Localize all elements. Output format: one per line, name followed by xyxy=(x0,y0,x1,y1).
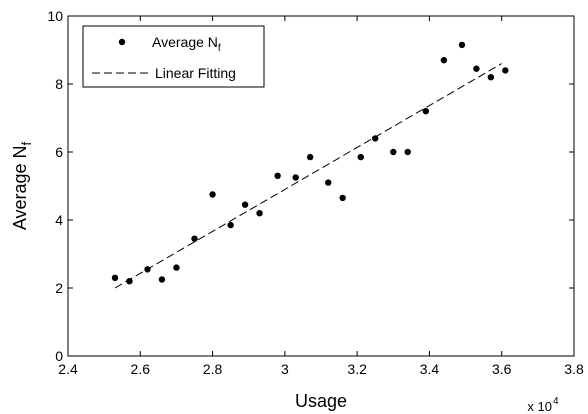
data-point xyxy=(158,276,166,283)
x-tick-label: 3.4 xyxy=(420,361,440,377)
x-tick-label: 3.8 xyxy=(564,361,584,377)
x-tick-label: 2.8 xyxy=(203,361,223,377)
points-layer xyxy=(111,41,509,285)
legend-marker-dot xyxy=(118,38,126,46)
y-tick-label: 0 xyxy=(55,348,63,364)
data-point xyxy=(357,153,364,161)
data-point xyxy=(487,74,495,81)
x-multiplier: x 10 xyxy=(527,399,552,414)
y-tick-label: 10 xyxy=(47,8,63,24)
data-point xyxy=(339,194,346,202)
data-point xyxy=(440,57,448,64)
data-point xyxy=(422,108,430,115)
y-axis-title: Average Nf xyxy=(10,141,34,230)
data-point xyxy=(209,191,216,198)
y-axis-title-main: Average N xyxy=(10,145,30,230)
data-point xyxy=(502,67,509,74)
legend-box xyxy=(82,25,265,88)
y-axis-title-group: Average Nf xyxy=(10,141,34,230)
data-point xyxy=(274,172,281,179)
data-point xyxy=(404,148,411,156)
y-tick-label: 4 xyxy=(55,212,63,228)
y-axis-title-subscript: f xyxy=(19,141,34,145)
legend-scatter-label: Average Nf xyxy=(152,34,221,54)
data-point xyxy=(292,174,299,181)
data-point xyxy=(173,264,180,271)
x-tick-label: 3.2 xyxy=(347,361,367,377)
x-tick-label: 3 xyxy=(281,361,289,377)
x-multiplier-exponent: 4 xyxy=(553,396,559,407)
data-point xyxy=(227,221,234,229)
data-point xyxy=(191,235,198,242)
legend-scatter-label-subscript: f xyxy=(218,43,221,54)
x-axis-title: Usage xyxy=(295,391,347,411)
y-tick-label: 6 xyxy=(55,144,63,160)
x-tick-label: 2.6 xyxy=(131,361,151,377)
data-point xyxy=(144,266,151,273)
x-tick-label: 2.4 xyxy=(58,361,78,377)
legend-scatter-label-main: Average N xyxy=(152,34,218,50)
data-point xyxy=(390,148,397,156)
legend: Average Nf Linear Fitting xyxy=(82,25,265,88)
legend-line-label: Linear Fitting xyxy=(155,65,236,81)
data-point xyxy=(126,278,133,285)
data-point xyxy=(458,41,466,49)
data-point xyxy=(306,153,314,161)
x-tick-label: 3.6 xyxy=(492,361,512,377)
fit-layer xyxy=(114,63,502,289)
data-point xyxy=(372,135,379,142)
y-tick-label: 2 xyxy=(55,280,63,296)
data-point xyxy=(111,274,119,281)
data-point xyxy=(241,201,249,208)
linear-fit-line xyxy=(114,63,502,289)
data-point xyxy=(325,179,332,186)
data-point xyxy=(256,210,263,217)
axis-ticks: 2.4 2.6 2.8 3 3.2 3.4 3.6 3.8 0 2 4 6 8 10 xyxy=(47,8,584,377)
data-point xyxy=(473,65,480,72)
y-tick-label: 8 xyxy=(55,76,63,92)
